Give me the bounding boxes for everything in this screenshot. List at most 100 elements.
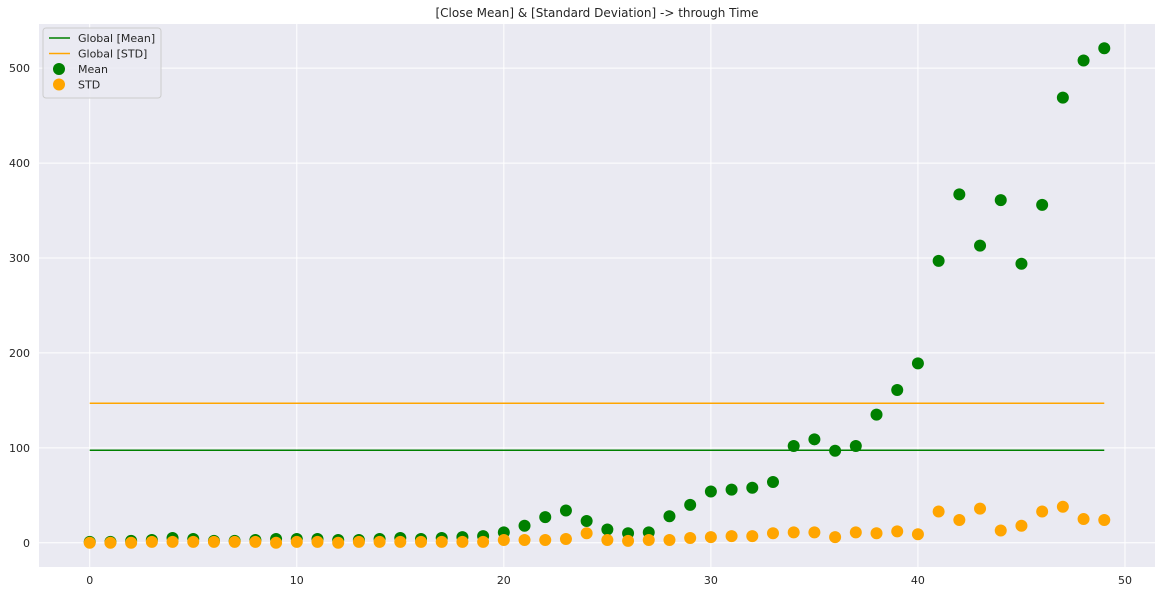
data-point-std xyxy=(83,536,96,549)
data-point-std xyxy=(559,532,572,545)
data-point-std xyxy=(207,535,220,548)
data-point-mean xyxy=(808,433,821,446)
x-tick-label: 10 xyxy=(290,574,304,587)
data-point-std xyxy=(435,535,448,548)
data-point-mean xyxy=(684,498,697,511)
data-point-mean xyxy=(829,444,842,457)
y-tick-label: 500 xyxy=(9,62,30,75)
data-point-std xyxy=(953,514,966,527)
data-point-mean xyxy=(1056,91,1069,104)
data-point-std xyxy=(601,533,614,546)
data-point-mean xyxy=(953,188,966,201)
y-tick-label: 200 xyxy=(9,347,30,360)
data-point-std xyxy=(477,535,490,548)
grid xyxy=(39,24,1155,567)
data-point-mean xyxy=(974,239,987,252)
data-point-std xyxy=(808,526,821,539)
data-point-std xyxy=(394,535,407,548)
data-point-std xyxy=(849,526,862,539)
data-point-mean xyxy=(932,254,945,267)
series-layer xyxy=(83,42,1111,549)
data-point-std xyxy=(145,535,158,548)
legend-label-mean: Mean xyxy=(78,63,108,76)
y-tick-label: 400 xyxy=(9,157,30,170)
data-point-mean xyxy=(746,481,759,494)
data-point-mean xyxy=(559,504,572,517)
data-point-std xyxy=(766,527,779,540)
data-point-std xyxy=(518,533,531,546)
data-point-mean xyxy=(580,514,593,527)
data-point-std xyxy=(994,524,1007,537)
data-point-mean xyxy=(663,510,676,523)
x-tick-label: 0 xyxy=(86,574,93,587)
data-point-std xyxy=(1036,505,1049,518)
data-point-std xyxy=(125,536,138,549)
data-point-std xyxy=(311,535,324,548)
data-point-std xyxy=(746,530,759,543)
data-point-mean xyxy=(1098,42,1111,55)
data-point-mean xyxy=(1077,54,1090,67)
y-tick-label: 300 xyxy=(9,252,30,265)
data-point-std xyxy=(704,531,717,544)
data-point-std xyxy=(497,533,510,546)
data-point-std xyxy=(539,533,552,546)
data-point-std xyxy=(974,502,987,515)
y-tick-label: 0 xyxy=(23,537,30,550)
data-point-std xyxy=(870,527,883,540)
data-point-std xyxy=(787,526,800,539)
data-point-std xyxy=(663,533,676,546)
legend-label-std: STD xyxy=(78,79,100,92)
legend-label-global-mean: Global [Mean] xyxy=(78,32,155,45)
data-point-mean xyxy=(994,194,1007,207)
data-point-std xyxy=(580,527,593,540)
x-tick-label: 30 xyxy=(704,574,718,587)
data-point-std xyxy=(332,536,345,549)
data-point-mean xyxy=(539,511,552,524)
chart-title: [Close Mean] & [Standard Deviation] -> t… xyxy=(435,6,758,20)
data-point-std xyxy=(290,535,303,548)
data-point-std xyxy=(249,535,262,548)
x-tick-label: 20 xyxy=(497,574,511,587)
data-point-std xyxy=(1015,519,1028,532)
data-point-std xyxy=(456,535,469,548)
series-std xyxy=(83,500,1111,549)
data-point-std xyxy=(725,530,738,543)
data-point-std xyxy=(187,535,200,548)
data-point-std xyxy=(166,535,179,548)
data-point-mean xyxy=(849,439,862,452)
data-point-mean xyxy=(725,483,738,496)
data-point-mean xyxy=(911,357,924,370)
data-point-mean xyxy=(1015,257,1028,270)
data-point-mean xyxy=(518,519,531,532)
data-point-std xyxy=(104,536,117,549)
plot-area xyxy=(39,24,1155,567)
data-point-mean xyxy=(1036,198,1049,211)
data-point-std xyxy=(415,535,428,548)
data-point-std xyxy=(373,535,386,548)
data-point-mean xyxy=(891,383,904,396)
data-point-std xyxy=(1098,514,1111,527)
data-point-std xyxy=(622,534,635,547)
data-point-std xyxy=(1056,500,1069,513)
legend-box xyxy=(42,27,162,99)
legend-swatch-mean xyxy=(53,63,65,75)
data-point-mean xyxy=(704,485,717,498)
data-point-std xyxy=(642,533,655,546)
data-point-std xyxy=(352,535,365,548)
data-point-std xyxy=(932,505,945,518)
x-tick-label: 40 xyxy=(911,574,925,587)
legend: Global [Mean] Global [STD] Mean STD xyxy=(42,27,162,99)
data-point-mean xyxy=(787,439,800,452)
data-point-std xyxy=(228,535,241,548)
data-point-std xyxy=(684,532,697,545)
legend-swatch-std xyxy=(53,78,65,91)
data-point-std xyxy=(1077,513,1090,526)
data-point-std xyxy=(891,525,904,538)
data-point-std xyxy=(270,536,283,549)
data-point-mean xyxy=(870,408,883,421)
x-tick-label: 50 xyxy=(1118,574,1132,587)
data-point-mean xyxy=(601,523,614,536)
data-point-std xyxy=(829,531,842,544)
